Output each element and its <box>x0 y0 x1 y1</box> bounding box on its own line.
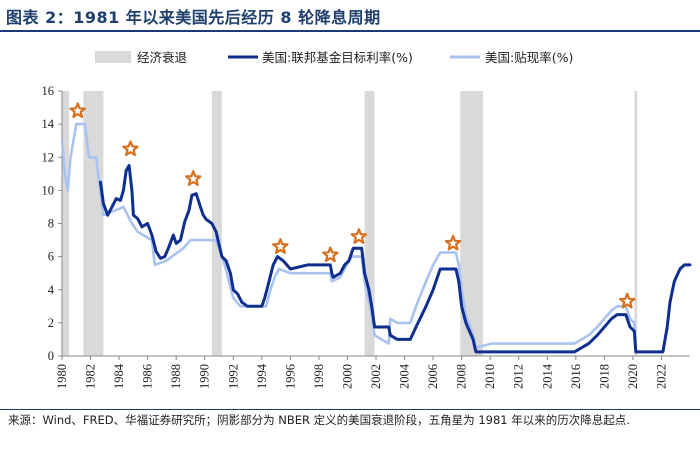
source-divider <box>0 409 700 410</box>
x-tick-label: 2020 <box>626 364 640 389</box>
x-tick-label: 1990 <box>198 364 212 389</box>
fed-funds-line <box>99 164 692 354</box>
star-icon <box>350 228 368 244</box>
x-tick-label: 2006 <box>426 364 440 389</box>
chart-title: 图表 2：1981 年以来美国先后经历 8 轮降息周期 <box>6 8 381 27</box>
x-tick-label: 2016 <box>569 364 583 389</box>
x-tick-label: 1984 <box>112 363 126 389</box>
series <box>60 122 692 354</box>
y-tick-label: 4 <box>48 283 55 297</box>
x-tick-label: 2018 <box>597 364 611 389</box>
legend-swatch-recession <box>95 51 131 63</box>
star-icon <box>444 234 462 251</box>
star-icon <box>69 102 86 119</box>
title-divider <box>0 30 700 32</box>
x-tick-label: 1996 <box>283 364 297 389</box>
y-tick-label: 0 <box>48 349 54 363</box>
star-icon <box>185 170 202 186</box>
x-tick-label: 2008 <box>455 364 469 389</box>
x-tick-label: 2004 <box>398 363 412 389</box>
star-icon <box>322 246 339 263</box>
x-tick-label: 2002 <box>369 364 383 389</box>
x-tick-label: 1988 <box>169 364 183 389</box>
rate-chart: 0 2 4 6 8 10 12 14 16 1980 1982 1984 1986 1988 1990 199… <box>42 50 692 389</box>
y-tick-label: 12 <box>42 150 55 164</box>
star-icon <box>618 292 636 309</box>
star-icon <box>272 238 289 254</box>
x-tick-label: 2022 <box>654 364 668 389</box>
y-tick-label: 8 <box>48 217 54 231</box>
x-tick-label: 1980 <box>55 364 69 389</box>
axes: 0 2 4 6 8 10 12 14 16 1980 1982 1984 1986 1988 1990 199… <box>42 84 690 389</box>
x-tick-label: 1992 <box>226 364 240 389</box>
recession-band <box>634 91 638 356</box>
x-tick-label: 1998 <box>312 364 326 389</box>
cut-cycle-stars <box>69 102 636 309</box>
y-tick-label: 16 <box>42 84 55 98</box>
star-icon <box>122 140 139 157</box>
recession-band <box>364 91 375 356</box>
x-tick-label: 1994 <box>255 363 269 389</box>
legend-label: 经济衰退 <box>137 50 188 65</box>
x-tick-label: 2000 <box>340 364 354 389</box>
y-tick-label: 10 <box>42 183 55 197</box>
recession-band <box>62 91 70 356</box>
x-tick-label: 1982 <box>84 364 98 389</box>
source-note: 来源：Wind、FRED、华福证券研究所；阴影部分为 NBER 定义的美国衰退阶… <box>8 413 630 427</box>
recession-band <box>211 91 222 356</box>
legend: 经济衰退 美国:联邦基金目标利率(%) 美国:贴现率(%) <box>95 50 573 65</box>
x-tick-label: 2010 <box>483 364 497 389</box>
legend-label: 美国:联邦基金目标利率(%) <box>262 50 413 65</box>
x-tick-label: 2014 <box>540 363 554 389</box>
y-tick-label: 6 <box>48 250 54 264</box>
recession-band <box>460 91 484 356</box>
y-tick-label: 14 <box>42 117 55 131</box>
x-tick-label: 2012 <box>512 364 526 389</box>
legend-label: 美国:贴现率(%) <box>485 50 573 65</box>
x-tick-label: 1986 <box>141 364 155 389</box>
y-tick-label: 2 <box>48 316 54 330</box>
discount-rate-line <box>60 122 692 354</box>
